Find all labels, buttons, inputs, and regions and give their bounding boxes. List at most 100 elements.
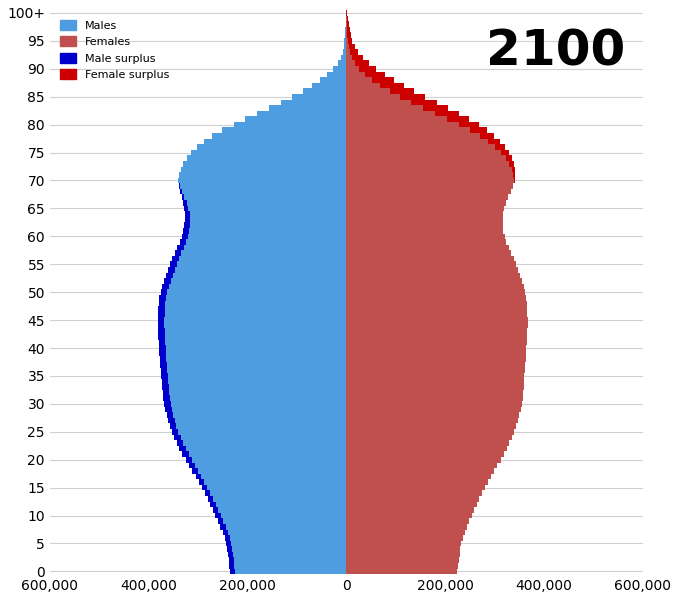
Bar <box>199 479 346 485</box>
Bar <box>189 463 195 468</box>
Bar <box>183 228 346 233</box>
Bar <box>346 211 503 217</box>
Bar <box>346 200 506 206</box>
Bar <box>346 267 517 272</box>
Bar <box>159 345 346 351</box>
Bar <box>346 144 505 150</box>
Bar <box>184 223 346 228</box>
Bar <box>346 351 527 356</box>
Bar <box>346 10 347 16</box>
Bar <box>184 217 190 223</box>
Bar <box>164 401 171 407</box>
Bar <box>160 356 166 362</box>
Bar <box>346 245 508 250</box>
Bar <box>222 530 346 535</box>
Bar <box>346 463 498 468</box>
Bar <box>163 385 169 390</box>
Bar <box>501 150 509 155</box>
Bar <box>205 490 346 496</box>
Bar <box>346 32 351 38</box>
Bar <box>177 245 184 250</box>
Bar <box>163 390 170 395</box>
Bar <box>346 94 425 100</box>
Bar <box>346 66 376 71</box>
Bar <box>321 77 346 83</box>
Bar <box>218 518 346 524</box>
Bar <box>346 390 523 395</box>
Bar <box>218 518 223 524</box>
Bar <box>168 418 175 424</box>
Bar <box>346 468 494 473</box>
Bar <box>159 334 346 340</box>
Bar <box>159 351 166 356</box>
Bar <box>163 284 169 289</box>
Bar <box>346 83 404 88</box>
Bar <box>292 94 346 100</box>
Bar <box>348 38 352 44</box>
Bar <box>186 457 346 463</box>
Bar <box>195 473 201 479</box>
Bar <box>512 167 515 172</box>
Bar <box>163 385 346 390</box>
Bar <box>346 401 521 407</box>
Bar <box>159 340 346 345</box>
Bar <box>229 563 346 569</box>
Bar <box>226 541 231 546</box>
Bar <box>346 55 363 61</box>
Bar <box>346 228 503 233</box>
Bar <box>346 262 515 267</box>
Bar <box>346 44 355 49</box>
Bar <box>346 552 460 557</box>
Bar <box>161 362 346 368</box>
Bar <box>346 100 437 105</box>
Bar <box>233 122 346 127</box>
Bar <box>216 513 346 518</box>
Bar <box>165 407 346 412</box>
Bar <box>213 507 346 513</box>
Bar <box>222 127 346 133</box>
Bar <box>346 16 348 22</box>
Bar <box>346 139 500 144</box>
Bar <box>346 424 516 429</box>
Bar <box>350 49 358 55</box>
Bar <box>227 546 346 552</box>
Bar <box>346 507 474 513</box>
Bar <box>161 289 167 295</box>
Bar <box>346 368 525 373</box>
Bar <box>346 150 509 155</box>
Bar <box>509 161 514 167</box>
Bar <box>346 22 349 27</box>
Bar <box>346 110 459 116</box>
Bar <box>224 535 230 541</box>
Bar <box>208 496 214 502</box>
Bar <box>202 485 207 490</box>
Bar <box>346 362 525 368</box>
Bar <box>346 451 504 457</box>
Bar <box>172 256 346 262</box>
Bar <box>164 278 346 284</box>
Bar <box>175 250 181 256</box>
Bar <box>174 434 181 440</box>
Bar <box>182 194 346 200</box>
Bar <box>346 105 448 110</box>
Bar <box>179 446 346 451</box>
Bar <box>346 334 527 340</box>
Bar <box>158 317 164 323</box>
Bar <box>170 424 176 429</box>
Bar <box>170 424 346 429</box>
Bar <box>182 451 188 457</box>
Bar <box>161 373 168 379</box>
Bar <box>166 272 173 278</box>
Bar <box>182 233 188 239</box>
Bar <box>355 61 369 66</box>
Legend: Males, Females, Male surplus, Female surplus: Males, Females, Male surplus, Female sur… <box>56 16 174 85</box>
Bar <box>159 306 165 312</box>
Bar <box>347 32 351 38</box>
Bar <box>346 440 509 446</box>
Bar <box>159 306 346 312</box>
Bar <box>346 535 463 541</box>
Bar <box>327 71 346 77</box>
Bar <box>341 55 346 61</box>
Bar <box>344 44 346 49</box>
Text: 2100: 2100 <box>485 27 624 75</box>
